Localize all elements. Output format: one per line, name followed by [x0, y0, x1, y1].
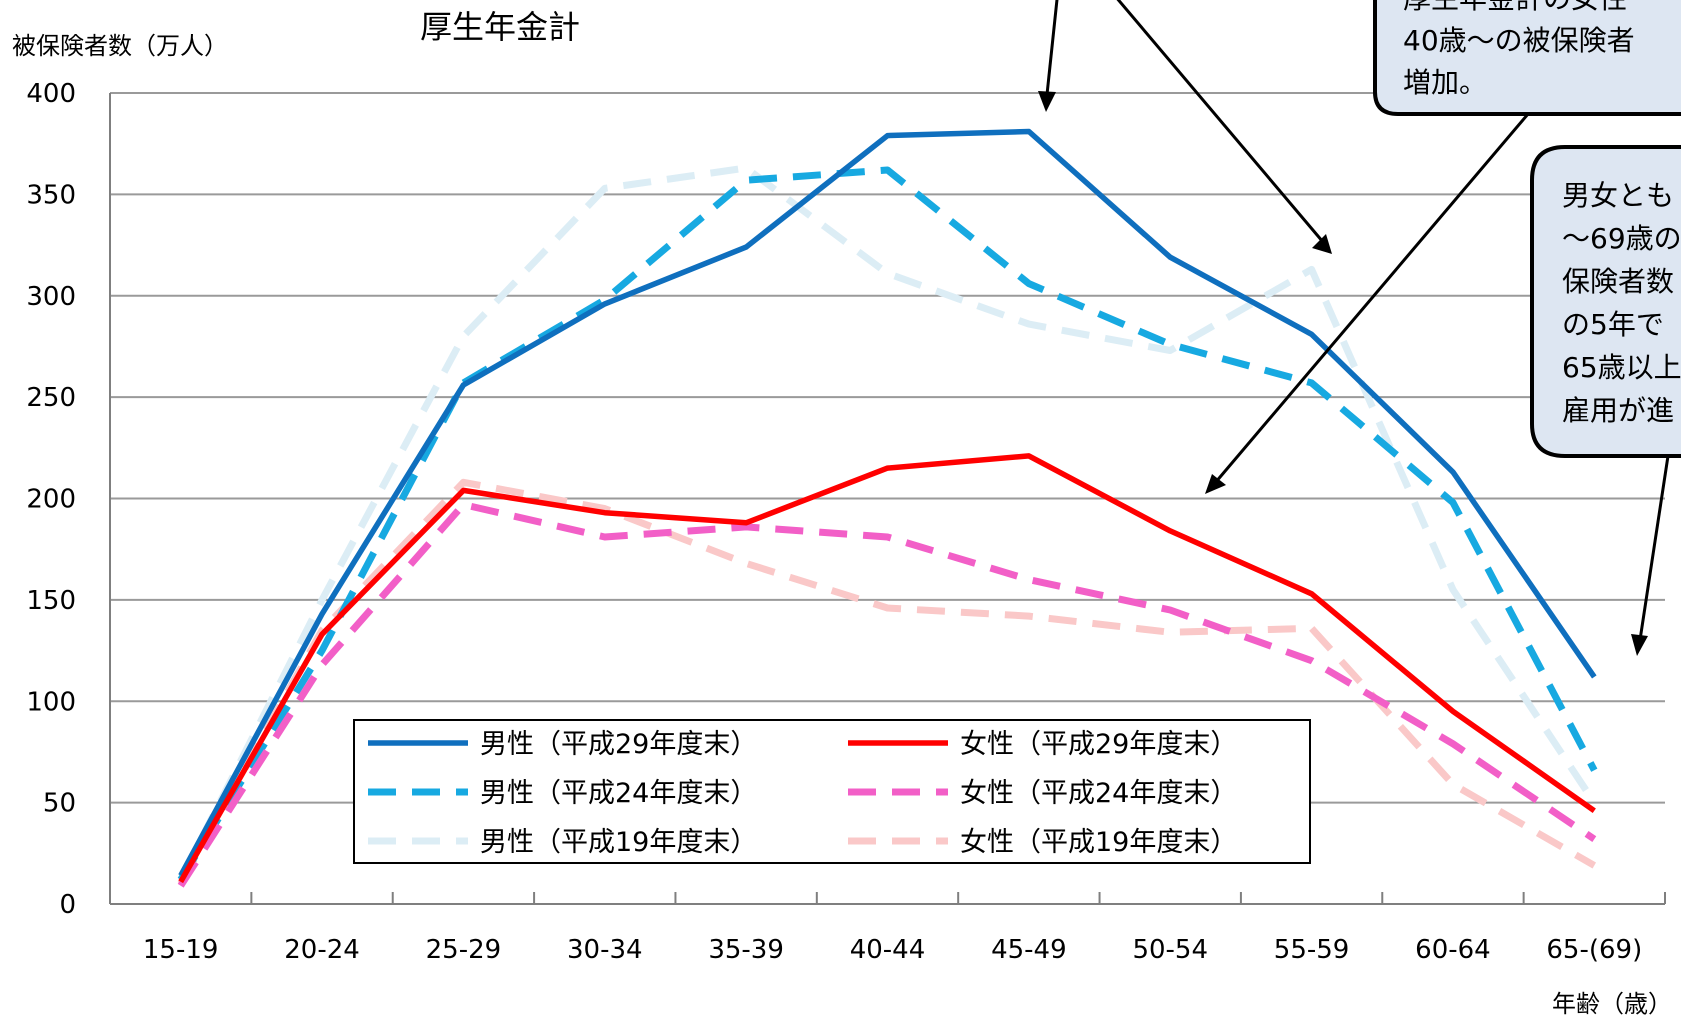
arrowhead-2	[1312, 234, 1332, 254]
y-tick-labels: 0 50 100 150 200 250 300 350 400	[26, 79, 76, 920]
legend-label: 男性（平成24年度末）	[480, 778, 757, 809]
callout-2-line-3: 保険者数	[1562, 265, 1674, 298]
x-tick-label: 20-24	[284, 935, 360, 965]
x-tick-label: 25-29	[426, 935, 502, 965]
arrow-to-male-55-59	[1116, 0, 1325, 243]
x-tick-label: 65-(69)	[1546, 935, 1642, 965]
series-line-5	[177, 478, 1597, 886]
x-tick-label: 35-39	[708, 935, 784, 965]
legend-label: 男性（平成29年度末）	[480, 729, 757, 760]
callout-1-line-1: 厚生年金計の女性	[1403, 0, 1627, 15]
callout-2-line-5: 65歳以上	[1562, 351, 1681, 384]
arrow-to-65-69	[1638, 455, 1670, 641]
callouts: 厚生年金計の女性 40歳～の被保険者 増加。 男女とも ～69歳の 保険者数 の…	[1373, 0, 1681, 458]
y-tick-label: 150	[26, 586, 76, 616]
x-tick-label: 15-19	[143, 935, 219, 965]
y-tick-label: 250	[26, 383, 76, 413]
chart-title: 厚生年金計	[420, 8, 580, 46]
callout-1-line-3: 増加。	[1403, 66, 1487, 99]
series-lines	[177, 128, 1598, 888]
y-tick-label: 0	[59, 890, 76, 920]
y-tick-label: 200	[26, 485, 76, 515]
x-tick-label: 60-64	[1415, 935, 1491, 965]
y-tick-label: 300	[26, 282, 76, 312]
legend-label: 女性（平成29年度末）	[960, 729, 1237, 760]
series-line-1	[177, 166, 1598, 882]
x-tick-label: 30-34	[567, 935, 643, 965]
callout-2-line-4: の5年で	[1562, 308, 1664, 341]
legend-label: 女性（平成19年度末）	[960, 827, 1237, 858]
arrowhead-1	[1038, 91, 1056, 112]
x-tick-label: 55-59	[1274, 935, 1350, 965]
legend: 男性（平成29年度末） 男性（平成24年度末） 男性（平成19年度末） 女性（平成29…	[353, 719, 1311, 864]
arrowhead-3	[1205, 474, 1226, 494]
x-axis-label: 年齢（歳）	[1552, 990, 1672, 1017]
x-tick-label: 40-44	[850, 935, 926, 965]
y-tick-label: 100	[26, 687, 76, 717]
arrow-to-female-50-54	[1213, 113, 1530, 484]
axes	[109, 93, 1666, 905]
callout-2-line-1: 男女とも	[1562, 179, 1674, 212]
legend-box	[353, 719, 1311, 864]
y-axis-label: 被保険者数（万人）	[12, 32, 228, 60]
arrows	[1038, 0, 1670, 656]
arrow-to-male-45-49	[1044, 0, 1059, 105]
callout-2-line-2: ～69歳の	[1562, 222, 1681, 255]
x-tick-label: 45-49	[991, 935, 1067, 965]
series-line-3	[178, 453, 1596, 884]
callout-box-2	[1530, 145, 1681, 458]
gridlines	[110, 92, 1665, 804]
x-tick-label: 50-54	[1132, 935, 1208, 965]
legend-label: 女性（平成24年度末）	[960, 778, 1237, 809]
arrowhead-4	[1631, 634, 1648, 656]
series-line-0	[178, 128, 1597, 877]
x-tick-labels: 15-19 20-24 25-29 30-34 35-39 40-44 45-49 50-54…	[143, 935, 1642, 965]
y-tick-label: 50	[43, 789, 76, 819]
series-line-4	[177, 501, 1597, 888]
callout-1-line-2: 40歳～の被保険者	[1403, 24, 1635, 57]
legend-label: 男性（平成19年度末）	[480, 827, 757, 858]
y-tick-label: 400	[26, 79, 76, 109]
y-tick-label: 350	[26, 180, 76, 210]
callout-2-line-6: 雇用が進	[1562, 394, 1674, 427]
callout-box-1	[1373, 0, 1681, 116]
